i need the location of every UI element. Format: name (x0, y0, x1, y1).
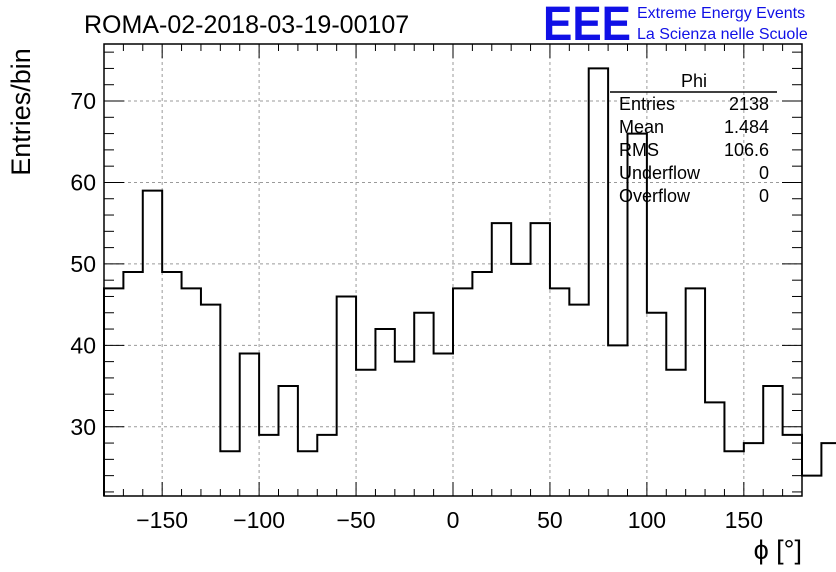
histogram-bin (724, 451, 743, 496)
stats-underflow-label: Underflow (619, 163, 701, 183)
chart-title: ROMA-02-2018-03-19-00107 (84, 11, 409, 39)
histogram-bin (182, 288, 201, 496)
stats-overflow-value: 0 (759, 186, 769, 206)
histogram-bin (666, 370, 685, 496)
histogram-bin (298, 451, 317, 496)
histogram-bin (201, 305, 220, 496)
y-tick-label: 50 (70, 251, 96, 277)
stats-rms-label: RMS (619, 140, 659, 160)
x-tick-label: 50 (537, 507, 563, 533)
histogram-bin (763, 386, 782, 496)
histogram-outline (103, 67, 836, 496)
eee-logo: EEE Extreme Energy Events La Scienza nel… (543, 0, 808, 51)
stats-entries-label: Entries (619, 94, 675, 114)
x-tick-label: −50 (337, 507, 376, 533)
histogram-bins (103, 67, 836, 496)
x-tick-label: 150 (725, 507, 763, 533)
histogram-bin (608, 345, 627, 496)
histogram-bin (550, 288, 569, 496)
x-tick-label: 100 (628, 507, 666, 533)
stats-mean-label: Mean (619, 117, 664, 137)
x-axis-label: ϕ [°] (754, 535, 802, 565)
stats-overflow-label: Overflow (619, 186, 691, 206)
y-tick-label: 70 (70, 88, 96, 114)
y-axis-label: Entries/bin (6, 48, 36, 176)
y-tick-label: 30 (70, 414, 96, 440)
histogram-bin (511, 264, 530, 496)
histogram-bin (472, 272, 491, 496)
histogram-bin (104, 288, 123, 496)
logo-line-2: La Scienza nelle Scuole (637, 26, 808, 43)
histogram-bin (123, 272, 142, 496)
histogram-bin (802, 476, 821, 496)
stats-mean-value: 1.484 (724, 117, 769, 137)
histogram-bin (220, 451, 239, 496)
stats-rms-value: 106.6 (724, 140, 769, 160)
histogram-bin (531, 223, 550, 496)
histogram-bin (686, 288, 705, 496)
histogram-bin (279, 386, 298, 496)
histogram-bin (375, 329, 394, 496)
histogram-bin (414, 313, 433, 496)
x-tick-label: −100 (233, 507, 285, 533)
histogram-bin (569, 305, 588, 496)
histogram-bin (162, 272, 181, 496)
axes: −150 −100 −50 0 50 100 150 30 40 50 60 70 (70, 43, 803, 533)
histogram-bin (356, 370, 375, 496)
histogram-bin (783, 435, 802, 496)
histogram-bin (647, 313, 666, 496)
histogram-bin (259, 435, 278, 496)
x-tick-label: 0 (447, 507, 460, 533)
logo-line-1: Extreme Energy Events (637, 5, 805, 22)
y-tick-label: 40 (70, 332, 96, 358)
stats-underflow-value: 0 (759, 163, 769, 183)
x-tick-label: −150 (136, 507, 188, 533)
histogram-bin (744, 443, 763, 496)
histogram-bin (317, 435, 336, 496)
grid-lines (104, 44, 802, 496)
logo-mark: EEE (543, 0, 631, 51)
histogram-bin (143, 191, 162, 496)
stats-box: Phi Entries 2138 Mean 1.484 RMS 106.6 Un… (610, 71, 777, 206)
histogram-bin (337, 296, 356, 496)
histogram-bin (821, 443, 836, 496)
histogram-bin (705, 402, 724, 496)
stats-name: Phi (681, 71, 707, 91)
histogram-bin (240, 353, 259, 496)
histogram-bin (395, 362, 414, 496)
histogram-bin (453, 288, 472, 496)
histogram-bin (589, 68, 608, 496)
y-tick-label: 60 (70, 169, 96, 195)
stats-entries-value: 2138 (729, 94, 769, 114)
histogram-bin (434, 353, 453, 496)
